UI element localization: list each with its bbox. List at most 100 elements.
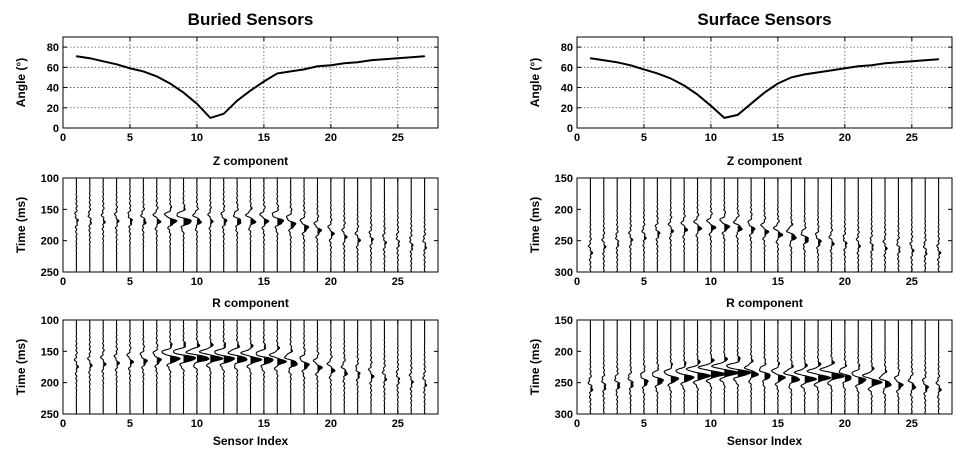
trace-7 — [152, 178, 162, 272]
trace-26 — [408, 320, 414, 414]
trace-10 — [185, 320, 210, 414]
x-tick-label: 0 — [574, 418, 580, 430]
trace-2 — [601, 320, 607, 414]
trace-9 — [685, 320, 712, 414]
trace-5 — [640, 320, 649, 414]
x-tick-label: 20 — [325, 418, 337, 430]
trace-13 — [227, 320, 248, 414]
trace-4 — [627, 320, 634, 414]
angle-point — [156, 75, 158, 78]
trace-fill — [290, 348, 298, 368]
trace-fill — [344, 370, 348, 377]
trace-17 — [793, 320, 818, 414]
angle-point — [410, 56, 412, 58]
trace-line — [259, 178, 270, 272]
trace-6 — [139, 320, 148, 414]
trace-fill — [858, 365, 866, 385]
angle-point — [804, 73, 806, 76]
axes-frame — [576, 177, 953, 273]
x-tick-label: 20 — [839, 418, 851, 430]
angle-point — [370, 59, 372, 61]
trace-14 — [758, 320, 771, 414]
angle-point — [938, 58, 940, 60]
trace-line — [782, 320, 801, 414]
trace-line — [176, 178, 192, 272]
trace-line — [395, 178, 400, 272]
x-tick-label: 5 — [127, 276, 133, 288]
y-axis-label: Time (ms) — [528, 197, 542, 253]
x-tick-label: 10 — [191, 132, 203, 144]
trace-8 — [675, 320, 695, 414]
angle-point — [897, 61, 900, 63]
trace-line — [936, 178, 942, 272]
trace-line — [922, 178, 928, 272]
trace-19 — [313, 178, 323, 272]
angle-point — [737, 114, 739, 116]
trace-25 — [909, 178, 915, 272]
y-tick-label: 60 — [47, 62, 59, 74]
angle-point — [629, 64, 632, 66]
trace-line — [627, 320, 634, 414]
trace-fill — [183, 206, 192, 226]
trace-line — [697, 320, 726, 414]
axes-frame — [62, 36, 439, 129]
trace-line — [587, 178, 594, 272]
trace-25 — [907, 320, 917, 414]
trace-line — [711, 320, 740, 414]
trace-22 — [861, 320, 883, 414]
x-tick-label: 5 — [127, 418, 133, 430]
angle-point — [223, 113, 225, 115]
angle-point — [911, 60, 913, 62]
trace-19 — [828, 178, 835, 272]
trace-line — [299, 320, 310, 414]
y-tick-label: 200 — [41, 236, 59, 248]
x-tick-label: 0 — [60, 418, 66, 430]
trace-line — [255, 320, 274, 414]
chart-panel-6: R component Time (ms) Sensor Index 0 5 10 15 20… — [528, 296, 953, 448]
component-title: R component — [212, 296, 289, 310]
trace-17 — [283, 320, 298, 414]
y-tick-label: 60 — [561, 62, 573, 74]
angle-point — [276, 72, 278, 74]
angle-point — [763, 92, 766, 94]
trace-fill — [657, 366, 664, 386]
trace-15 — [255, 320, 274, 414]
angle-point — [656, 72, 658, 74]
trace-line — [654, 178, 661, 272]
component-title: Z component — [727, 154, 802, 168]
axes-frame — [576, 319, 953, 415]
trace-fill — [844, 363, 851, 382]
trace-1 — [73, 320, 80, 414]
x-tick-label: 15 — [772, 132, 784, 144]
angle-point — [817, 71, 819, 73]
trace-23 — [878, 320, 892, 414]
trace-line — [422, 320, 428, 414]
x-tick-label: 15 — [772, 418, 784, 430]
angle-point — [236, 100, 238, 102]
trace-22 — [354, 178, 362, 272]
x-tick-label: 15 — [258, 276, 270, 288]
trace-line — [896, 178, 901, 272]
trace-fill — [196, 219, 202, 225]
trace-line — [806, 320, 832, 414]
trace-line — [367, 320, 375, 414]
chart-panel-3: Z component Time (ms) 0 5 10 15 20 25 100 150 200 2… — [14, 154, 439, 288]
trace-line — [113, 178, 120, 272]
trace-7 — [152, 320, 163, 414]
trace-line — [719, 178, 731, 272]
trace-12 — [214, 320, 236, 414]
trace-fill — [237, 343, 247, 363]
y-axis-label: Time (ms) — [14, 197, 28, 253]
trace-15 — [771, 320, 786, 414]
trace-16 — [782, 320, 801, 414]
trace-line — [326, 320, 336, 414]
trace-line — [601, 178, 607, 272]
trace-line — [685, 320, 712, 414]
trace-line — [922, 320, 930, 414]
y-tick-label: 150 — [555, 173, 573, 185]
angle-point — [603, 59, 605, 61]
trace-13 — [743, 320, 760, 414]
x-tick-label: 15 — [258, 132, 270, 144]
trace-line — [828, 178, 835, 272]
